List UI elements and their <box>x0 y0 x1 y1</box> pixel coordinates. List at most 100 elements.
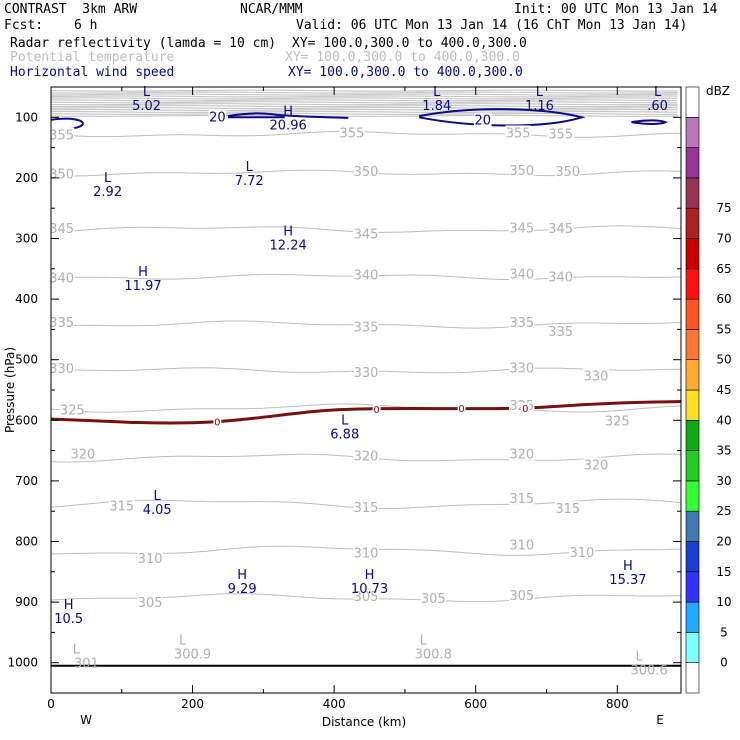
colorbar-swatch <box>685 298 700 330</box>
theta-contour-label: 335 <box>354 320 379 335</box>
theta-extremum-value: 300.8 <box>415 647 452 662</box>
theta-contour-label: 310 <box>354 546 379 561</box>
theta-isoline <box>51 103 678 106</box>
label-mask <box>509 490 535 505</box>
wind-extremum-value: 5.02 <box>132 99 161 114</box>
label-mask <box>353 364 379 379</box>
label-mask <box>213 416 222 428</box>
theta-contour-label: 305 <box>354 590 379 605</box>
theta-contour-label: 345 <box>49 222 74 237</box>
theta-extremum-kind: L <box>420 633 428 648</box>
label-mask <box>353 589 379 604</box>
colorbar-level-label: 55 <box>716 322 731 336</box>
field-name-theta: Potential temperature <box>10 50 175 65</box>
theta-contour-label: 330 <box>509 362 534 377</box>
x-tick-label: 600 <box>464 697 487 711</box>
colorbar-swatch <box>685 389 700 421</box>
theta-isoline <box>51 93 678 96</box>
wind-extremum-value: 1.16 <box>525 99 554 114</box>
field-xy-reflectivity: XY= 100.0,300.0 to 400.0,300.0 <box>292 36 527 51</box>
wind-extremum-value: 10.5 <box>54 612 83 627</box>
colorbar-level-label: 50 <box>716 353 731 367</box>
colorbar-swatch <box>685 419 700 451</box>
theta-contour-label: 355 <box>506 126 531 141</box>
theta-contour-label: 315 <box>109 500 134 515</box>
reflectivity-contour-label: 0 <box>373 405 379 416</box>
colorbar-swatch <box>685 662 700 694</box>
west-label: W <box>80 713 92 727</box>
wind-extremum-value: 1.84 <box>422 99 451 114</box>
y-tick-label: 800 <box>15 535 38 549</box>
x-tick-label: 0 <box>47 697 55 711</box>
label-mask <box>509 315 535 330</box>
colorbar-swatch <box>685 329 700 360</box>
theta-contour-label: 345 <box>548 222 573 237</box>
colorbar-swatch <box>685 450 700 482</box>
colorbar-swatch <box>685 86 700 118</box>
wind-extremum-kind: H <box>64 598 74 613</box>
center-title: NCAR/MMM <box>240 2 303 17</box>
theta-isoline <box>51 97 678 100</box>
theta-contour-label: 350 <box>354 165 379 180</box>
colorbar-level-label: 75 <box>716 201 731 215</box>
theta-extremum-value: 300.9 <box>174 647 211 662</box>
colorbar-level-label: 15 <box>716 565 731 579</box>
colorbar: 0 5 10 15 20 25 30 35 40 45 50 55 60 65 70 75 <box>685 86 732 694</box>
colorbar-level-label: 5 <box>720 625 728 639</box>
colorbar-swatch <box>685 632 700 664</box>
theta-isoline <box>51 99 678 102</box>
theta-isoline <box>51 91 678 94</box>
label-mask <box>457 403 466 415</box>
theta-contour-label: 315 <box>509 492 534 507</box>
theta-contour-label: 350 <box>509 164 534 179</box>
y-axis-label: Pressure (hPa) <box>3 347 17 433</box>
y-tick-label: 200 <box>15 171 38 185</box>
theta-extremum-value: 301 <box>74 656 99 671</box>
label-mask <box>208 109 227 124</box>
label-mask <box>353 164 379 179</box>
wind-extremum-kind: H <box>237 568 247 583</box>
wind-extremum-value: .60 <box>647 99 668 114</box>
label-mask <box>604 413 630 428</box>
theta-contour-label: 305 <box>509 589 534 604</box>
label-mask <box>583 457 609 472</box>
label-mask <box>509 587 535 602</box>
y-tick-label: 100 <box>15 110 38 124</box>
colorbar-swatch <box>685 359 700 391</box>
model-title: CONTRAST 3km ARW <box>4 2 138 17</box>
label-mask <box>48 221 75 236</box>
label-mask <box>353 545 379 560</box>
theta-contour-label: 355 <box>49 128 74 143</box>
wind-extremum-value: 6.88 <box>330 427 359 442</box>
label-mask <box>48 361 75 376</box>
colorbar-swatch <box>685 268 700 300</box>
label-mask <box>137 550 163 565</box>
theta-contour-label: 310 <box>509 539 534 554</box>
wind-extremum-kind: H <box>283 104 293 119</box>
x-axis-label: Distance (km) <box>322 715 406 729</box>
theta-contour-label: 330 <box>584 369 609 384</box>
y-tick-label: 900 <box>15 595 38 609</box>
label-mask <box>509 163 535 178</box>
east-label: E <box>656 713 664 727</box>
colorbar-swatch <box>685 571 700 603</box>
theta-contour-label: 345 <box>354 228 379 243</box>
contour-overlays <box>51 108 681 667</box>
wind-extremum-kind: L <box>341 413 349 428</box>
theta-contour-label: 325 <box>60 403 85 418</box>
wind-extremum-kind: H <box>365 568 375 583</box>
theta-isoline <box>51 101 678 104</box>
reflectivity-contour-label: 0 <box>522 404 528 415</box>
theta-isoline <box>51 107 678 110</box>
theta-isoline <box>51 403 681 413</box>
wind-extremum-value: 20.96 <box>270 118 307 133</box>
theta-contour-label: 315 <box>555 502 580 517</box>
colorbar-level-label: 0 <box>720 656 728 670</box>
theta-contour-label: 310 <box>569 546 594 561</box>
colorbar-level-label: 45 <box>716 383 731 397</box>
theta-isoline <box>51 112 678 115</box>
label-mask <box>509 220 535 235</box>
colorbar-swatch <box>685 510 700 542</box>
